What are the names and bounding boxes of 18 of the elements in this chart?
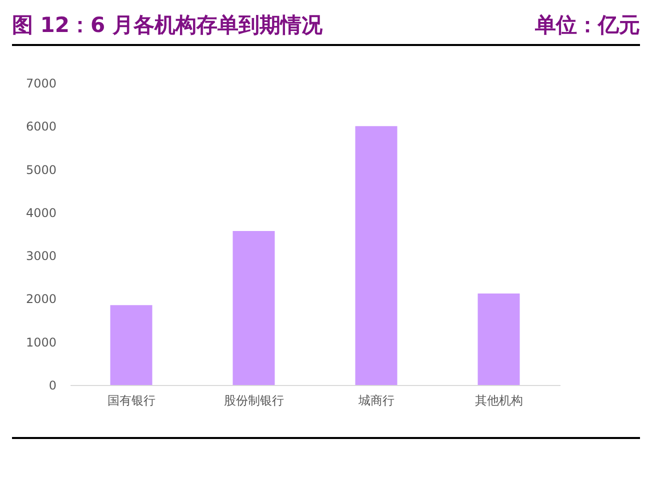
bar xyxy=(355,126,398,385)
y-tick-label: 4000 xyxy=(26,206,56,220)
x-tick-label: 其他机构 xyxy=(474,394,523,408)
bar xyxy=(478,294,520,385)
x-tick-label: 股份制银行 xyxy=(224,394,284,408)
y-tick-label: 5000 xyxy=(26,162,56,177)
bar xyxy=(232,230,275,385)
chart-title: 图 12：6 月各机构存单到期情况 xyxy=(12,12,322,39)
x-tick-label: 城商行 xyxy=(357,394,394,408)
y-tick-label: 6000 xyxy=(26,120,56,134)
bar xyxy=(110,305,152,385)
y-tick-label: 7000 xyxy=(26,76,56,90)
chart-subtitle: 单位：亿元 xyxy=(535,12,640,39)
y-tick-label: 0 xyxy=(48,378,56,392)
x-tick-label: 国有银行 xyxy=(107,394,156,408)
y-tick-label: 2000 xyxy=(26,292,56,306)
y-tick-label: 3000 xyxy=(26,249,56,264)
y-tick-label: 1000 xyxy=(26,335,56,350)
